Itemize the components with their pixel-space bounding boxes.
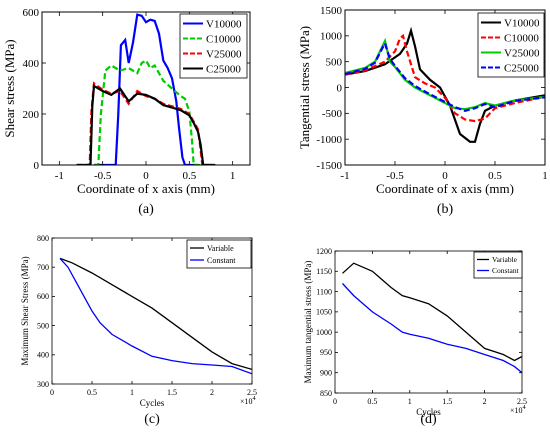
legend-label: C25000: [504, 62, 539, 74]
x-tick-label: 0.5: [367, 397, 377, 406]
y-axis-label: Maximum Shear Stress (MPa): [20, 256, 30, 365]
legend-label: V25000: [504, 47, 540, 59]
y-tick-label: 1150: [316, 267, 332, 276]
y-tick-label: -1500: [316, 160, 342, 172]
legend-box: [473, 251, 523, 279]
x-axis-label: Cycles: [140, 398, 165, 408]
y-tick-label: 950: [320, 348, 332, 357]
series-line-v10000: [345, 26, 545, 143]
series-line-constant: [59, 257, 252, 375]
x-tick-label: 2: [483, 397, 487, 406]
x-tick-label: 1: [542, 170, 548, 182]
x-axis-label: Coordinate of x axis (mm): [376, 181, 514, 196]
y-tick-label: 700: [37, 263, 49, 272]
chart-panel-2: -1 -0.5 0 0.5 1 -1500 -1000 -500 0 500 1000 1500 Coo…: [297, 5, 548, 217]
legend: Variable Constant: [473, 251, 523, 279]
y-tick-label: 1100: [316, 287, 332, 296]
x-tick-label: 0: [333, 397, 337, 406]
y-tick-label: 300: [37, 380, 49, 389]
x-tick-label: -0.5: [94, 170, 112, 182]
chart-panel-4: 0 0.5 1 1.5 2 2.5 850 900 950 1000 1050 1100 1150 120…: [303, 247, 527, 427]
series-line-c25000: [76, 84, 216, 165]
y-tick-label: -1000: [316, 134, 342, 146]
x-multiplier-label: ×104: [240, 395, 257, 406]
y-tick-label: 0: [337, 82, 343, 94]
x-tick-label: -1: [340, 170, 349, 182]
y-tick-label: 400: [23, 58, 40, 70]
series-line-variable: [59, 257, 252, 371]
panel-label: (a): [138, 202, 154, 217]
chart-panel-3: 0 0.5 1 1.5 2 2.5 300 400 500 600 700 800 Cycles Maxi…: [20, 234, 257, 427]
y-tick-label: 600: [37, 292, 49, 301]
y-tick-label: 850: [320, 389, 332, 398]
legend-box: [186, 239, 252, 269]
panel-label: (b): [437, 202, 454, 217]
legend-label: C10000: [206, 33, 241, 45]
y-tick-label: 400: [37, 351, 49, 360]
legend-label: V25000: [206, 48, 242, 60]
x-tick-label: 0.5: [488, 170, 502, 182]
legend: Variable Constant: [186, 239, 252, 269]
y-tick-label: 800: [37, 234, 49, 243]
panel-label: (c): [144, 412, 160, 427]
x-tick-label: 0: [442, 170, 448, 182]
series-line-c10000: [345, 33, 545, 123]
y-tick-label: 0: [34, 160, 40, 172]
axes-box: [334, 250, 523, 394]
y-tick-label: 1200: [316, 247, 332, 256]
chart-panel-1: -1 -0.5 0 0.5 1 0 200 400 600 Coordinate of x axi…: [2, 7, 251, 217]
x-tick-label: 1: [230, 170, 236, 182]
x-multiplier-label: ×104: [510, 404, 527, 415]
series-line-v10000: [94, 13, 198, 165]
legend-label: Variable: [207, 244, 234, 253]
legend-box: [179, 13, 248, 79]
legend-label: Constant: [207, 256, 236, 265]
x-tick-label: 0: [143, 170, 149, 182]
y-axis-label: Tangential stress (MPa): [297, 26, 312, 149]
y-tick-label: 1000: [316, 328, 332, 337]
y-tick-label: 200: [23, 109, 40, 121]
x-tick-label: 1.5: [442, 397, 452, 406]
legend-label: Constant: [492, 266, 520, 275]
x-tick-label: 0.5: [87, 388, 97, 397]
legend-label: Variable: [492, 255, 518, 264]
x-axis-label: Cycles: [416, 407, 441, 417]
axes-box: [51, 237, 253, 385]
x-tick-label: 2: [210, 388, 214, 397]
series-line-c25000: [345, 40, 545, 112]
y-axis-label: Shear stress (MPa): [2, 39, 17, 137]
y-tick-label: 1050: [316, 308, 332, 317]
legend-box: [477, 12, 545, 78]
y-tick-label: 1500: [320, 5, 343, 17]
series-line-variable: [342, 262, 522, 362]
legend-label: V10000: [504, 17, 540, 29]
x-tick-label: 0: [50, 388, 54, 397]
y-tick-label: 500: [37, 321, 49, 330]
legend-label: C10000: [504, 32, 539, 44]
legend: V10000 C10000 V25000 C25000: [179, 13, 248, 79]
x-tick-label: 2.5: [517, 397, 527, 406]
x-tick-label: 0.5: [182, 170, 196, 182]
legend: V10000 C10000 V25000 C25000: [477, 12, 545, 78]
x-tick-label: 1.5: [167, 388, 177, 397]
y-tick-label: 500: [326, 57, 343, 69]
y-tick-label: 900: [320, 369, 332, 378]
legend-label: V10000: [206, 18, 242, 30]
x-tick-label: 2.5: [247, 388, 257, 397]
x-axis-label: Coordinate of x axis (mm): [77, 181, 215, 196]
y-tick-label: 600: [23, 7, 40, 19]
legend-label: C25000: [206, 63, 241, 75]
y-axis-label: Maximum tangential stress (MPa): [303, 261, 313, 384]
x-tick-label: 1: [130, 388, 134, 397]
x-tick-label: -1: [55, 170, 64, 182]
x-tick-label: -0.5: [386, 170, 404, 182]
y-tick-label: -500: [322, 108, 343, 120]
y-tick-label: 1000: [320, 31, 343, 43]
x-tick-label: 1: [408, 397, 412, 406]
series-line-c10000: [85, 58, 207, 165]
series-line-constant: [342, 283, 522, 374]
panel-label: (d): [420, 412, 437, 427]
